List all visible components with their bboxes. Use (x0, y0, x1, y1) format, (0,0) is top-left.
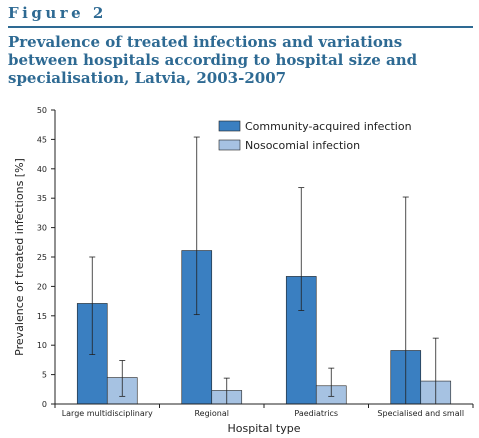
y-tick-label-9: 45 (37, 135, 47, 144)
x-tick-label-0: Large multidisciplinary (62, 409, 153, 418)
y-tick-label-7: 35 (37, 194, 47, 203)
y-axis-ticks: 0 5 10 15 20 25 30 35 40 45 50 (37, 106, 55, 409)
x-axis-label: Hospital type (228, 422, 301, 435)
legend-swatch-nosocomial (218, 139, 241, 151)
error-bars (89, 136, 439, 405)
figure-rule (8, 26, 473, 28)
legend-swatch-community (218, 120, 241, 132)
x-axis-ticks: Large multidisciplinary Regional Paediatri… (54, 404, 474, 418)
legend-label-community: Community-acquired infection (245, 120, 412, 133)
x-tick-label-1: Regional (194, 409, 229, 418)
x-tick-label-3: Specialised and small (377, 409, 464, 418)
y-tick-label-5: 25 (37, 253, 47, 262)
y-tick-label-2: 10 (37, 341, 47, 350)
y-tick-label-8: 40 (37, 165, 47, 174)
y-tick-label-0: 0 (42, 400, 47, 409)
y-tick-label-1: 5 (42, 371, 47, 380)
legend-label-nosocomial: Nosocomial infection (245, 139, 360, 152)
y-tick-label-6: 30 (37, 224, 47, 233)
chart-title: Prevalence of treated infections and var… (8, 33, 418, 87)
legend: Community-acquired infection Nosocomial … (218, 120, 412, 152)
y-tick-label-4: 20 (37, 282, 47, 291)
bars (76, 250, 452, 405)
y-tick-label-3: 15 (37, 312, 47, 321)
figure-label: Figure 2 (8, 4, 107, 22)
y-tick-label-10: 50 (37, 106, 47, 115)
x-tick-label-2: Paediatrics (294, 409, 338, 418)
y-axis-label: Prevalence of treated infections [%] (13, 158, 26, 356)
